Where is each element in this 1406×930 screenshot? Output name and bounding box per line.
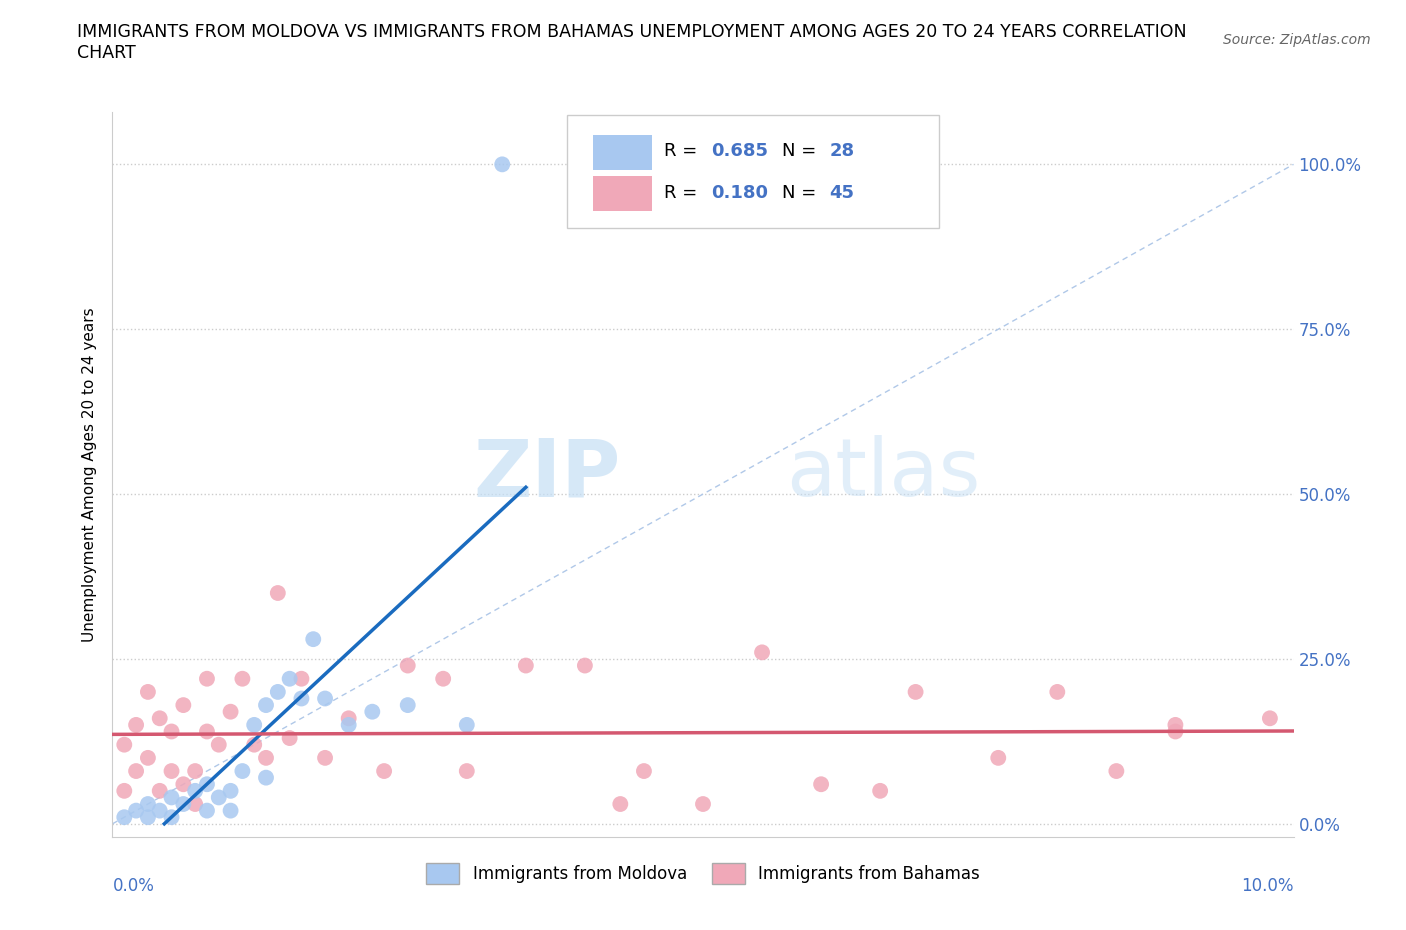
- Text: CHART: CHART: [77, 44, 136, 61]
- Point: [149, 711, 172, 725]
- Point: [337, 711, 360, 725]
- Point: [869, 783, 891, 798]
- Point: [396, 698, 419, 712]
- Point: [184, 783, 207, 798]
- Point: [267, 586, 290, 601]
- Point: [267, 684, 290, 699]
- Point: [160, 790, 183, 804]
- FancyBboxPatch shape: [593, 176, 652, 211]
- Text: 0.0%: 0.0%: [112, 877, 155, 895]
- Text: 10.0%: 10.0%: [1241, 877, 1294, 895]
- Point: [125, 804, 148, 818]
- FancyBboxPatch shape: [593, 135, 652, 169]
- Point: [987, 751, 1010, 765]
- Point: [609, 797, 631, 812]
- Point: [112, 737, 135, 752]
- Point: [195, 724, 218, 739]
- Point: [751, 644, 773, 659]
- Text: 45: 45: [830, 184, 855, 202]
- Point: [172, 797, 194, 812]
- Point: [125, 764, 148, 778]
- Point: [290, 671, 312, 686]
- Point: [149, 783, 172, 798]
- Point: [184, 764, 207, 778]
- Point: [243, 737, 266, 752]
- Point: [337, 717, 360, 732]
- Point: [125, 717, 148, 732]
- Point: [314, 751, 336, 765]
- Point: [373, 764, 395, 778]
- Point: [810, 777, 832, 791]
- Y-axis label: Unemployment Among Ages 20 to 24 years: Unemployment Among Ages 20 to 24 years: [82, 307, 97, 642]
- Legend: Immigrants from Moldova, Immigrants from Bahamas: Immigrants from Moldova, Immigrants from…: [419, 857, 987, 890]
- Point: [574, 658, 596, 673]
- Text: Source: ZipAtlas.com: Source: ZipAtlas.com: [1223, 33, 1371, 46]
- Point: [515, 658, 537, 673]
- Text: R =: R =: [664, 184, 703, 202]
- Point: [160, 810, 183, 825]
- Text: 0.180: 0.180: [711, 184, 768, 202]
- Point: [219, 704, 242, 719]
- Point: [1164, 724, 1187, 739]
- Point: [231, 671, 253, 686]
- Point: [172, 698, 194, 712]
- Point: [149, 804, 172, 818]
- Point: [278, 731, 301, 746]
- Point: [904, 684, 927, 699]
- Point: [219, 804, 242, 818]
- FancyBboxPatch shape: [567, 115, 939, 228]
- Point: [208, 790, 231, 804]
- Point: [195, 804, 218, 818]
- Point: [396, 658, 419, 673]
- Point: [1258, 711, 1281, 725]
- Text: R =: R =: [664, 142, 703, 161]
- Point: [254, 698, 277, 712]
- Point: [314, 691, 336, 706]
- Point: [456, 717, 478, 732]
- Point: [1046, 684, 1069, 699]
- Point: [184, 797, 207, 812]
- Text: IMMIGRANTS FROM MOLDOVA VS IMMIGRANTS FROM BAHAMAS UNEMPLOYMENT AMONG AGES 20 TO: IMMIGRANTS FROM MOLDOVA VS IMMIGRANTS FR…: [77, 23, 1187, 41]
- Point: [302, 631, 325, 646]
- Point: [254, 751, 277, 765]
- Point: [136, 684, 159, 699]
- Text: 0.685: 0.685: [711, 142, 768, 161]
- Text: 28: 28: [830, 142, 855, 161]
- Point: [254, 770, 277, 785]
- Point: [112, 810, 135, 825]
- Point: [231, 764, 253, 778]
- Text: ZIP: ZIP: [472, 435, 620, 513]
- Point: [195, 777, 218, 791]
- Point: [491, 157, 513, 172]
- Point: [136, 751, 159, 765]
- Point: [243, 717, 266, 732]
- Point: [361, 704, 384, 719]
- Point: [432, 671, 454, 686]
- Text: atlas: atlas: [786, 435, 980, 513]
- Point: [172, 777, 194, 791]
- Point: [278, 671, 301, 686]
- Point: [692, 797, 714, 812]
- Point: [219, 783, 242, 798]
- Point: [136, 810, 159, 825]
- Point: [195, 671, 218, 686]
- Text: N =: N =: [782, 184, 823, 202]
- Point: [1105, 764, 1128, 778]
- Point: [136, 797, 159, 812]
- Point: [456, 764, 478, 778]
- Point: [112, 783, 135, 798]
- Text: N =: N =: [782, 142, 823, 161]
- Point: [290, 691, 312, 706]
- Point: [208, 737, 231, 752]
- Point: [160, 764, 183, 778]
- Point: [160, 724, 183, 739]
- Point: [633, 764, 655, 778]
- Point: [1164, 717, 1187, 732]
